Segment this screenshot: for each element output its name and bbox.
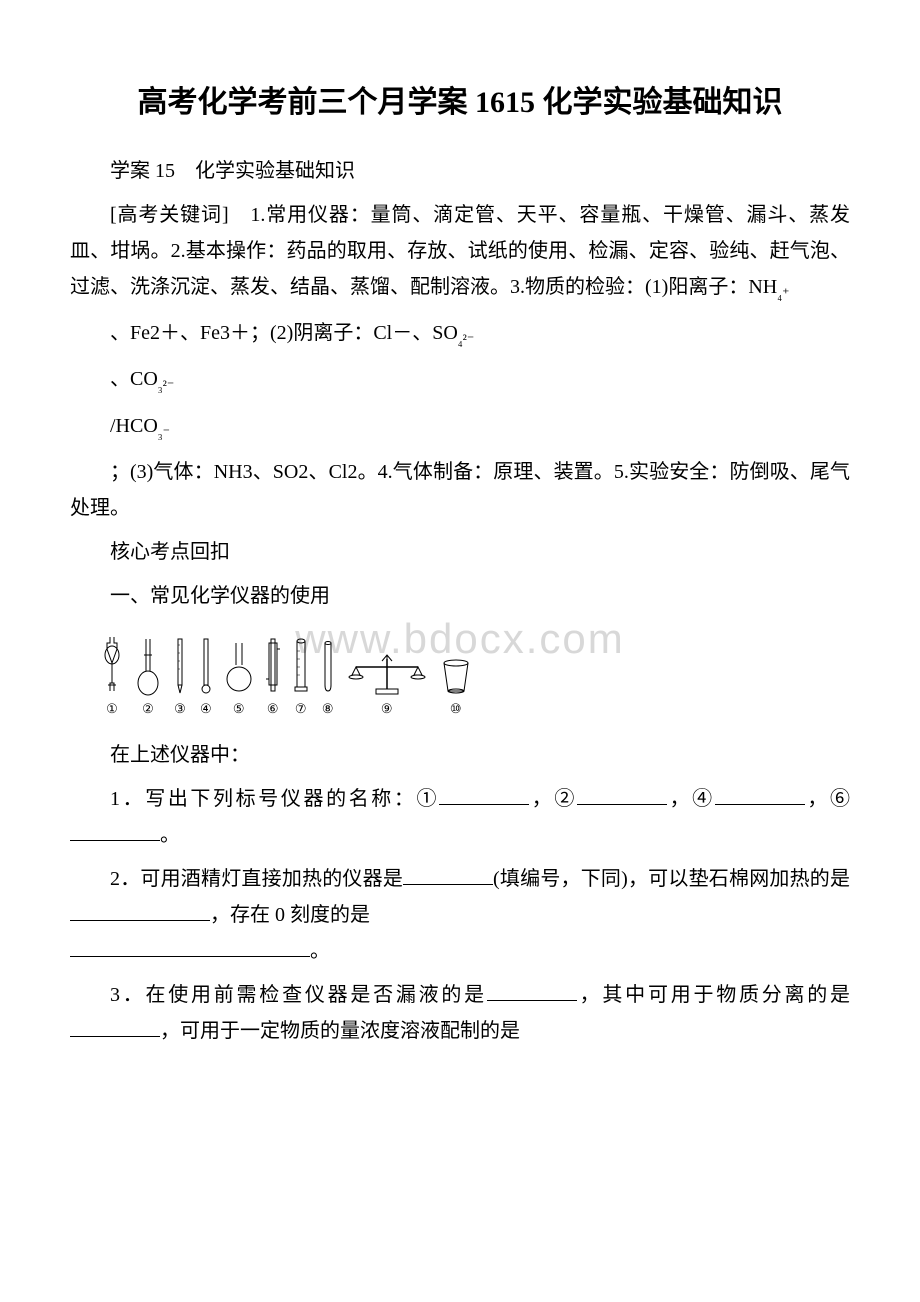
graduated-cylinder-icon [294, 632, 308, 697]
question-1: 1．写出下列标号仪器的名称：① ，② ，④ ，⑥ 。 [70, 781, 850, 853]
line-2: 、Fe2＋、Fe3＋；(2)阴离子：Cl－、SO₄²⁻ [70, 315, 850, 353]
section-heading-2: 一、常见化学仪器的使用 [70, 578, 850, 614]
nh4-subscript: ₄⁺ [777, 287, 789, 302]
instrument-6: ⑥ [266, 632, 280, 717]
instruments-diagram: ① ② [102, 632, 850, 717]
q1-mid2: ，④ [667, 788, 715, 810]
balance-icon [348, 632, 426, 697]
blank-1-1 [439, 804, 529, 805]
separating-funnel-icon [102, 632, 122, 697]
line3-text: 、CO [110, 368, 158, 390]
label-9: ⑨ [381, 701, 393, 717]
condenser-icon [266, 632, 280, 697]
question-2: 2．可用酒精灯直接加热的仪器是 (填编号，下同)，可以垫石棉网加热的是 ，存在 0 … [70, 861, 850, 969]
label-8: ⑧ [322, 701, 334, 717]
instrument-9: ⑨ [348, 632, 426, 717]
label-2: ② [142, 701, 154, 717]
blank-3-1 [487, 1000, 577, 1001]
after-instruments-text: 在上述仪器中： [70, 737, 850, 773]
label-7: ⑦ [295, 701, 307, 717]
label-10: ⑩ [450, 701, 462, 717]
label-3: ③ [174, 701, 186, 717]
label-4: ④ [200, 701, 212, 717]
q2-mid2: ，存在 0 刻度的是 [210, 904, 370, 926]
instrument-10: ⑩ [440, 632, 472, 717]
q2-mid1: (填编号，下同)，可以垫石棉网加热的是 [493, 868, 850, 890]
volumetric-flask-icon [136, 632, 160, 697]
main-title: 高考化学考前三个月学案 1615 化学实验基础知识 [70, 80, 850, 125]
instrument-2: ② [136, 632, 160, 717]
blank-1-4 [70, 840, 160, 841]
blank-2-2 [70, 920, 210, 921]
blank-2-3 [70, 956, 310, 957]
so4-subscript: ₄²⁻ [458, 333, 474, 348]
q1-end: 。 [160, 824, 180, 846]
instrument-3: ③ [174, 632, 186, 717]
q3-pre: 3．在使用前需检查仪器是否漏液的是 [110, 984, 487, 1006]
instrument-5: ⑤ [226, 632, 252, 717]
q1-pre: 1．写出下列标号仪器的名称：① [110, 788, 439, 810]
q1-mid1: ，② [529, 788, 577, 810]
keywords-text-1: [高考关键词] 1.常用仪器：量筒、滴定管、天平、容量瓶、干燥管、漏斗、蒸发皿、… [70, 204, 850, 298]
instrument-1: ① [102, 632, 122, 717]
keywords-paragraph: [高考关键词] 1.常用仪器：量筒、滴定管、天平、容量瓶、干燥管、漏斗、蒸发皿、… [70, 197, 850, 307]
blank-2-1 [403, 884, 493, 885]
q3-mid2: ，可用于一定物质的量浓度溶液配制的是 [160, 1020, 520, 1042]
line-4: /HCO₃⁻ [70, 408, 850, 446]
blank-1-2 [577, 804, 667, 805]
instrument-7: ⑦ [294, 632, 308, 717]
line-3: 、CO₃²⁻ [70, 361, 850, 399]
crucible-icon [440, 632, 472, 697]
burette-icon [174, 632, 186, 697]
line4-text: /HCO [110, 415, 158, 437]
test-tube-icon [322, 632, 334, 697]
line2-text: 、Fe2＋、Fe3＋；(2)阴离子：Cl－、SO [110, 322, 458, 344]
blank-1-3 [715, 804, 805, 805]
q1-mid3: ，⑥ [805, 788, 850, 810]
thermometer-icon [201, 632, 211, 697]
label-5: ⑤ [233, 701, 245, 717]
label-6: ⑥ [267, 701, 279, 717]
label-1: ① [106, 701, 118, 717]
round-flask-icon [226, 632, 252, 697]
q3-mid1: ，其中可用于物质分离的是 [577, 984, 850, 1006]
section-heading-1: 核心考点回扣 [70, 534, 850, 570]
co3-subscript: ₃²⁻ [158, 379, 174, 394]
subtitle: 学案 15 化学实验基础知识 [70, 153, 850, 189]
question-3: 3．在使用前需检查仪器是否漏液的是 ，其中可用于物质分离的是 ，可用于一定物质的量浓… [70, 977, 850, 1049]
line-5: ；(3)气体：NH3、SO2、Cl2。4.气体制备：原理、装置。5.实验安全：防… [70, 454, 850, 526]
q2-end: 。 [310, 940, 330, 962]
hco3-subscript: ₃⁻ [158, 426, 170, 441]
q2-pre: 2．可用酒精灯直接加热的仪器是 [110, 868, 403, 890]
instrument-8: ⑧ [322, 632, 334, 717]
instrument-4: ④ [200, 632, 212, 717]
document-content: 高考化学考前三个月学案 1615 化学实验基础知识 学案 15 化学实验基础知识… [70, 80, 850, 1049]
blank-3-2 [70, 1036, 160, 1037]
